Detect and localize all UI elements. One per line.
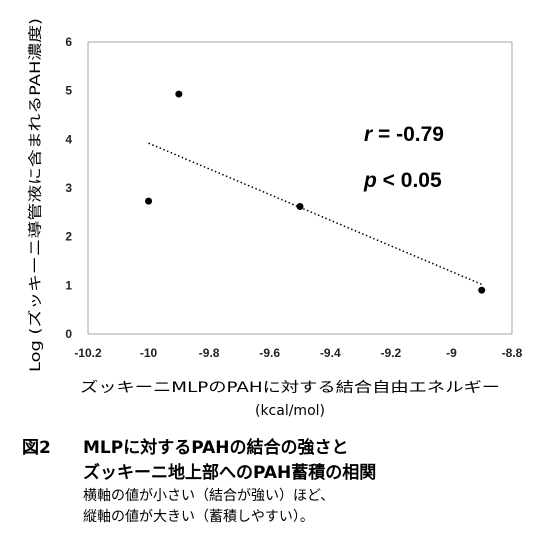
r-annotation: r = -0.79 — [364, 123, 444, 146]
x-tick-label: -9 — [446, 346, 457, 360]
x-tick-label: -9.4 — [320, 346, 341, 360]
x-tick-label: -10.2 — [74, 346, 102, 360]
x-tick-label: -9.6 — [259, 346, 280, 360]
plot-area-frame — [87, 41, 513, 335]
y-tick-label: 0 — [65, 327, 72, 341]
r-value: = -0.79 — [372, 123, 444, 146]
x-tick-label: -8.8 — [502, 346, 523, 360]
figure-label: 図2 — [22, 438, 51, 458]
caption-title-line2: ズッキーニ地上部へのPAH蓄積の相関 — [83, 463, 377, 483]
x-tick-label: -9.8 — [199, 346, 220, 360]
r-symbol: r — [364, 123, 374, 146]
scatter-chart: 0 1 2 3 4 5 6 -10.2 -10 -9.8 -9.6 -9.4 -9.2 -9 -8.8 r… — [28, 18, 523, 419]
y-tick-label: 2 — [65, 230, 72, 244]
x-tick-label: -10 — [140, 346, 158, 360]
y-tick-label: 1 — [65, 278, 72, 292]
p-annotation: p < 0.05 — [363, 169, 442, 192]
data-point — [145, 197, 153, 205]
trendline — [148, 142, 483, 286]
y-tick-label: 3 — [65, 181, 72, 195]
p-symbol: p — [363, 169, 377, 192]
data-point — [296, 202, 304, 210]
data-point — [478, 286, 486, 294]
y-tick-label: 5 — [65, 84, 72, 98]
caption-title-line1: MLPに対するPAHの結合の強さと — [83, 438, 349, 458]
p-value: < 0.05 — [377, 169, 442, 192]
x-tick-label: -9.2 — [381, 346, 402, 360]
y-tick-label: 4 — [65, 132, 72, 146]
y-axis-label: Log (ズッキーニ導管液に含まれるPAH濃度) — [28, 18, 44, 372]
x-axis-unit: (kcal/mol) — [255, 403, 325, 419]
data-point — [175, 90, 183, 98]
x-axis-label: ズッキーニMLPのPAHに対する結合自由エネルギー — [80, 380, 500, 396]
caption-description-line1: 横軸の値が小さい（結合が強い）ほど、 — [83, 488, 335, 504]
caption-description-line2: 縦軸の値が大きい（蓄積しやすい）。 — [83, 509, 314, 525]
y-tick-label: 6 — [65, 35, 72, 49]
